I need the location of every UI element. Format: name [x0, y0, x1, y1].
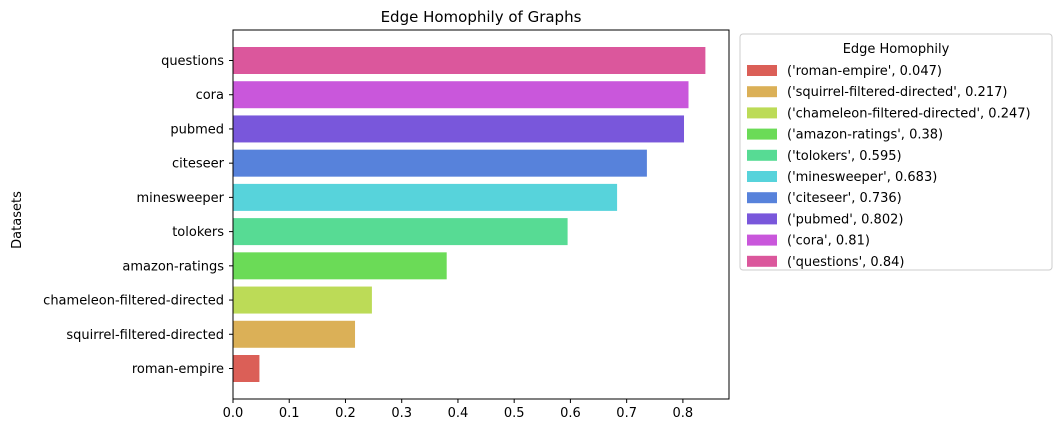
- bar-pubmed: [233, 115, 685, 143]
- legend-swatch: [747, 171, 777, 182]
- x-tick-label: 0.5: [504, 406, 525, 421]
- y-tick-label: pubmed: [170, 122, 224, 137]
- legend-entry-label: ('chameleon-filtered-directed', 0.247): [787, 106, 1031, 121]
- legend-swatch: [747, 107, 777, 119]
- y-tick-label: squirrel-filtered-directed: [66, 328, 224, 343]
- x-tick-label: 0.4: [448, 406, 469, 421]
- y-tick-label: minesweeper: [136, 191, 224, 206]
- legend-swatch: [747, 213, 777, 225]
- x-tick-label: 0.2: [335, 406, 356, 421]
- legend-entry-label: ('pubmed', 0.802): [787, 212, 903, 227]
- y-tick-label: questions: [161, 54, 224, 69]
- legend-swatch: [747, 65, 777, 76]
- legend-entry-label: ('tolokers', 0.595): [787, 149, 902, 164]
- chart-title: Edge Homophily of Graphs: [381, 8, 582, 26]
- bar-tolokers: [233, 218, 568, 246]
- bar-squirrel-filtered-directed: [233, 320, 356, 348]
- x-tick-label: 0.3: [391, 406, 412, 421]
- legend-box: [739, 33, 1053, 271]
- y-tick-label: tolokers: [172, 225, 224, 240]
- x-tick-label: 0.7: [616, 406, 637, 421]
- y-tick-label: amazon-ratings: [122, 259, 224, 274]
- legend: Edge Homophily ('roman-empire', 0.047) ('…: [739, 33, 1053, 271]
- legend-swatch: [747, 192, 777, 204]
- legend-swatch: [747, 234, 777, 246]
- legend-entry-label: ('amazon-ratings', 0.38): [787, 128, 943, 143]
- y-ticks-group: roman-empire squirrel-filtered-directed ch…: [43, 54, 233, 377]
- legend-entry-label: ('citeseer', 0.736): [787, 191, 902, 206]
- y-tick-label: roman-empire: [132, 362, 224, 377]
- plot-frame: [232, 29, 730, 400]
- legend-entry-label: ('questions', 0.84): [787, 255, 904, 270]
- bar-roman-empire: [233, 355, 260, 382]
- x-tick-label: 0.8: [673, 406, 694, 421]
- legend-entry-label: ('minesweeper', 0.683): [787, 170, 937, 185]
- bar-questions: [233, 47, 706, 74]
- y-tick-label: chameleon-filtered-directed: [43, 294, 224, 309]
- x-tick-label: 0.0: [223, 406, 244, 421]
- bars-group: [233, 47, 706, 382]
- bar-chameleon-filtered-directed: [233, 286, 372, 314]
- legend-swatch: [747, 255, 777, 267]
- x-tick-label: 0.1: [279, 406, 300, 421]
- y-tick-label: citeseer: [172, 157, 225, 172]
- legend-swatch: [747, 128, 777, 140]
- y-axis-label: Datasets: [10, 191, 25, 249]
- x-tick-label: 0.6: [560, 406, 581, 421]
- bar-citeseer: [233, 149, 647, 177]
- y-tick-label: cora: [196, 88, 224, 103]
- legend-title: Edge Homophily: [843, 42, 950, 57]
- bar-cora: [233, 81, 689, 109]
- legend-entry-label: ('cora', 0.81): [787, 234, 870, 249]
- legend-entry-label: ('roman-empire', 0.047): [787, 64, 942, 79]
- x-ticks-group: 0.0 0.1 0.2 0.3 0.4 0.5 0.6 0.7 0.8: [223, 399, 694, 421]
- bar-amazon-ratings: [233, 252, 447, 280]
- bar-minesweeper: [233, 183, 618, 211]
- legend-entry-label: ('squirrel-filtered-directed', 0.217): [787, 85, 1007, 100]
- legend-swatch: [747, 86, 777, 98]
- legend-swatch: [747, 149, 777, 161]
